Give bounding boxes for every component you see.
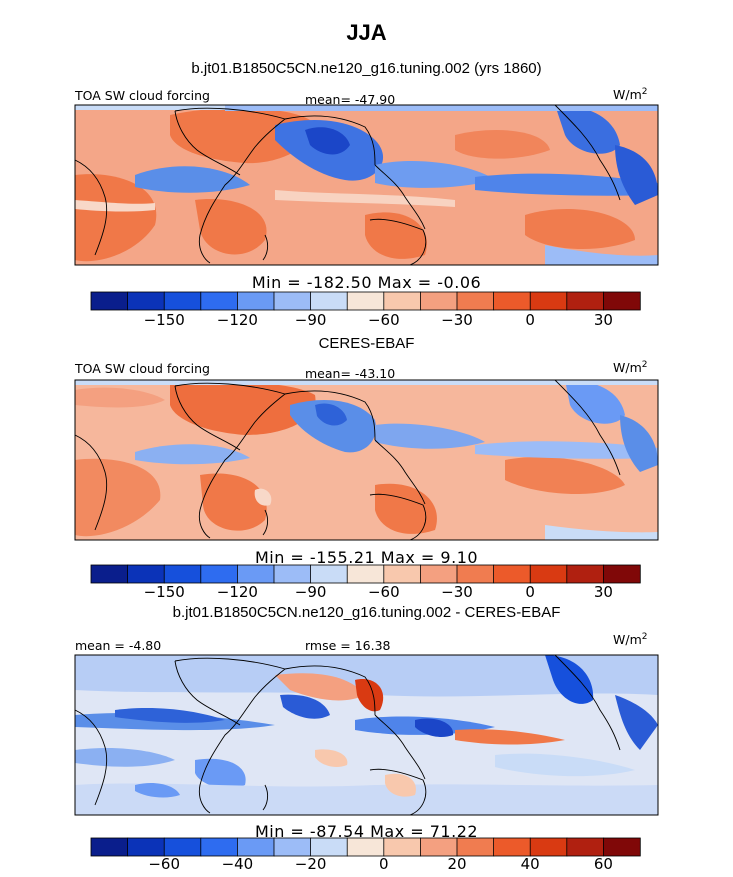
colorbar-tick-label: 20 <box>447 855 467 873</box>
colorbar-swatch <box>456 564 495 584</box>
colorbar-swatch <box>90 837 129 857</box>
colorbar-swatch <box>493 564 531 584</box>
colorbar-swatch <box>419 837 458 857</box>
colorbar-tick-label: 40 <box>520 855 540 873</box>
panel-1-colorbar <box>90 291 641 311</box>
colorbar-swatch <box>566 291 605 311</box>
panel-3-minmax: Min = -87.54 Max = 71.22 <box>254 822 479 841</box>
colorbar-tick-label: −90 <box>294 583 327 601</box>
colorbar-swatch <box>273 291 312 311</box>
colorbar-swatch <box>346 837 385 857</box>
colorbar-swatch <box>346 564 385 584</box>
panel-1-units: W/m2 <box>613 87 648 103</box>
colorbar-swatch <box>90 564 129 584</box>
colorbar-tick-label: −150 <box>143 311 185 329</box>
panel-2-map <box>74 379 659 541</box>
panel-2-mean-label: mean= -43.10 <box>305 366 396 381</box>
colorbar-swatch <box>200 564 239 584</box>
colorbar-swatch <box>456 837 495 857</box>
colorbar-tick-label: 0 <box>525 583 535 601</box>
colorbar-swatch <box>236 291 275 311</box>
colorbar-tick-label: 30 <box>593 583 613 601</box>
colorbar-tick-label: 60 <box>593 855 613 873</box>
colorbar-swatch <box>529 837 568 857</box>
colorbar-swatch <box>603 291 641 311</box>
colorbar-tick-label: −150 <box>143 583 185 601</box>
colorbar-swatch <box>603 564 641 584</box>
colorbar-swatch <box>493 291 531 311</box>
panel-1-colorbar-ticks: −150 −120 −90 −60 −30 0 30 <box>91 311 640 331</box>
colorbar-tick-label: −60 <box>148 855 181 873</box>
panel-2-units: W/m2 <box>613 360 648 376</box>
colorbar-tick-label: −60 <box>367 583 400 601</box>
colorbar-swatch <box>566 837 605 857</box>
colorbar-swatch <box>383 564 422 584</box>
panel-1-left-label: TOA SW cloud forcing <box>75 88 210 103</box>
colorbar-swatch <box>236 564 275 584</box>
colorbar-swatch <box>273 837 312 857</box>
colorbar-swatch <box>127 564 165 584</box>
panel-2-subtitle: CERES-EBAF <box>318 335 415 352</box>
colorbar-swatch <box>529 291 568 311</box>
colorbar-swatch <box>127 291 165 311</box>
panel-3-mean-label: mean = -4.80 <box>75 638 162 653</box>
colorbar-tick-label: −20 <box>294 855 327 873</box>
colorbar-swatch <box>163 291 202 311</box>
colorbar-swatch <box>419 564 458 584</box>
colorbar-tick-label: −30 <box>441 583 473 601</box>
colorbar-swatch <box>493 837 531 857</box>
colorbar-swatch <box>456 291 495 311</box>
panel-1-map <box>74 104 659 266</box>
colorbar-swatch <box>310 837 348 857</box>
colorbar-swatch <box>163 564 202 584</box>
panel-3-units: W/m2 <box>613 632 648 648</box>
colorbar-tick-label: −120 <box>216 583 258 601</box>
panel-3-subtitle: b.jt01.B1850C5CN.ne120_g16.tuning.002 - … <box>172 604 561 621</box>
panel-1-minmax: Min = -182.50 Max = -0.06 <box>251 273 482 292</box>
colorbar-tick-label: −120 <box>216 311 258 329</box>
panel-1-subtitle: b.jt01.B1850C5CN.ne120_g16.tuning.002 (y… <box>191 60 542 77</box>
colorbar-swatch <box>529 564 568 584</box>
panel-1-mean-label: mean= -47.90 <box>305 92 396 107</box>
colorbar-swatch <box>90 291 129 311</box>
panel-3-map <box>74 654 659 816</box>
colorbar-swatch <box>346 291 385 311</box>
panel-3-rmse-label: rmse = 16.38 <box>305 638 391 653</box>
colorbar-swatch <box>273 564 312 584</box>
colorbar-swatch <box>200 291 239 311</box>
colorbar-swatch <box>566 564 605 584</box>
panel-3-colorbar <box>90 837 641 857</box>
panel-2-left-label: TOA SW cloud forcing <box>75 361 210 376</box>
colorbar-swatch <box>603 837 641 857</box>
colorbar-swatch <box>383 837 422 857</box>
colorbar-swatch <box>419 291 458 311</box>
colorbar-tick-label: −60 <box>367 311 400 329</box>
colorbar-swatch <box>200 837 239 857</box>
figure-title: JJA <box>346 20 387 45</box>
colorbar-tick-label: 0 <box>379 855 389 873</box>
colorbar-swatch <box>383 291 422 311</box>
panel-3-colorbar-ticks: −60 −40 −20 0 20 40 60 <box>91 855 640 875</box>
panel-2-colorbar-ticks: −150 −120 −90 −60 −30 0 30 <box>91 583 640 603</box>
colorbar-swatch <box>310 564 348 584</box>
colorbar-tick-label: 0 <box>525 311 535 329</box>
colorbar-swatch <box>310 291 348 311</box>
colorbar-tick-label: −40 <box>221 855 254 873</box>
colorbar-tick-label: 30 <box>593 311 613 329</box>
panel-2-colorbar <box>90 564 641 584</box>
colorbar-swatch <box>236 837 275 857</box>
panel-2-minmax: Min = -155.21 Max = 9.10 <box>254 548 479 567</box>
colorbar-tick-label: −90 <box>294 311 327 329</box>
colorbar-swatch <box>163 837 202 857</box>
colorbar-tick-label: −30 <box>441 311 473 329</box>
colorbar-swatch <box>127 837 165 857</box>
